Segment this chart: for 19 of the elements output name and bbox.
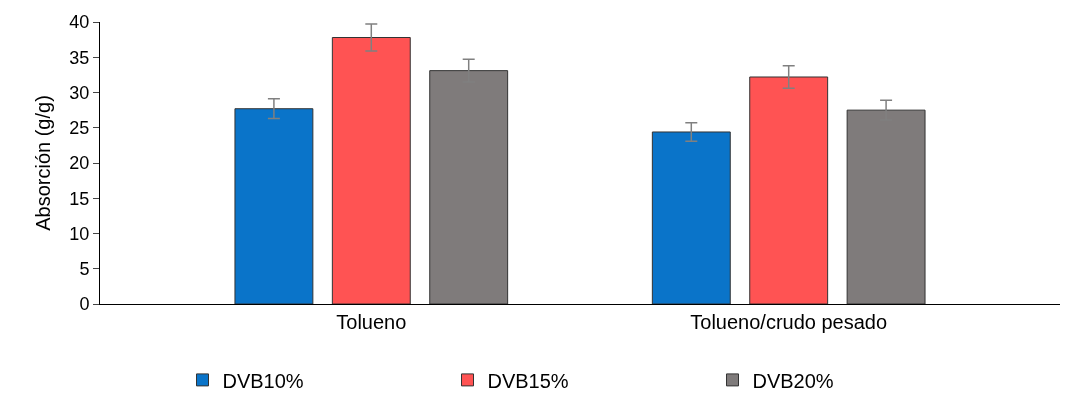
legend-label: DVB10% (222, 369, 304, 392)
x-tick-label: Tolueno (336, 311, 407, 333)
y-tick-label: 30 (69, 82, 90, 103)
y-tick-label: 25 (69, 118, 90, 139)
legend-label: DVB20% (752, 369, 834, 392)
y-axis-title: Absorción (g/g) (32, 95, 54, 231)
bar (331, 37, 411, 304)
bar (651, 131, 731, 304)
bar (234, 108, 314, 304)
y-tick-label: 5 (79, 259, 90, 280)
y-tick-label: 35 (69, 47, 90, 68)
y-tick-label: 20 (69, 153, 90, 174)
x-tick-label: Tolueno/crudo pesado (690, 311, 888, 333)
y-tick-label: 15 (69, 188, 90, 209)
legend-label: DVB15% (487, 369, 569, 392)
y-tick-label: 10 (69, 223, 90, 244)
y-tick-label: 0 (79, 294, 90, 315)
y-tick-label: 40 (69, 12, 90, 33)
bar (749, 76, 829, 304)
